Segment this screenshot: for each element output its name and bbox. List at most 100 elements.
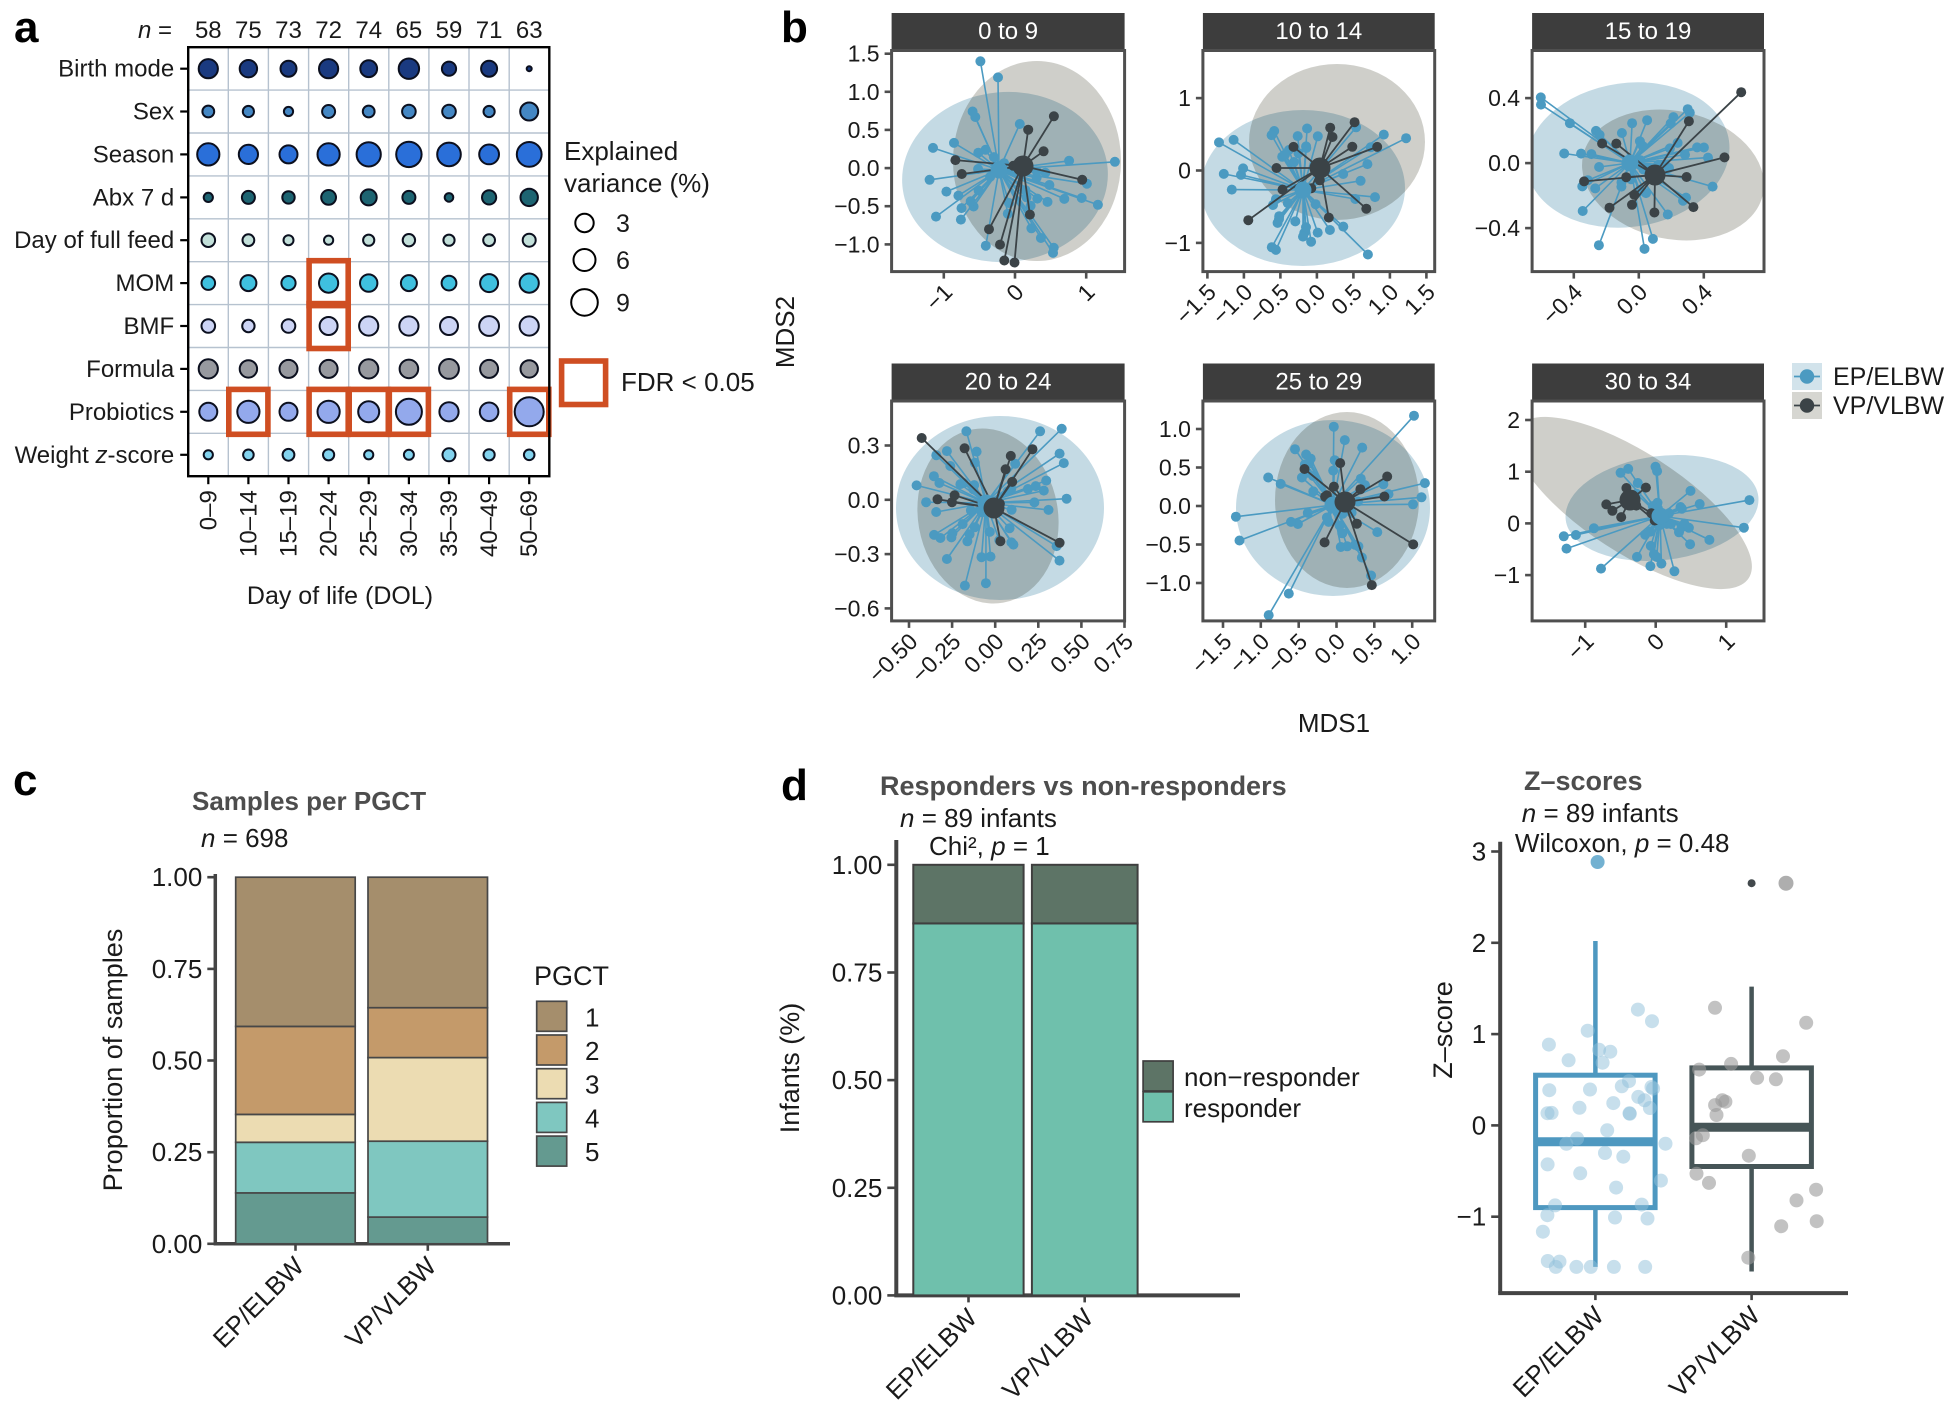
svg-text:Samples per PGCT: Samples per PGCT [192, 786, 426, 816]
svg-text:Weight z-score: Weight z-score [15, 442, 175, 469]
svg-text:74: 74 [355, 17, 382, 44]
svg-text:75: 75 [235, 17, 262, 44]
svg-text:c: c [13, 756, 37, 805]
svg-text:Infants (%): Infants (%) [775, 1003, 805, 1134]
svg-text:73: 73 [275, 17, 302, 44]
svg-text:20–24: 20–24 [316, 490, 343, 557]
svg-text:1: 1 [1178, 85, 1191, 111]
svg-text:63: 63 [516, 17, 543, 44]
svg-text:10 to 14: 10 to 14 [1275, 18, 1362, 45]
svg-text:0.5: 0.5 [848, 117, 880, 143]
svg-text:1.5: 1.5 [848, 41, 880, 67]
svg-text:0 to 9: 0 to 9 [978, 18, 1038, 45]
svg-text:6: 6 [616, 247, 630, 275]
svg-text:Wilcoxon, p = 0.48: Wilcoxon, p = 0.48 [1515, 828, 1730, 858]
svg-text:15 to 19: 15 to 19 [1605, 18, 1692, 45]
svg-text:PGCT: PGCT [534, 961, 609, 991]
svg-text:−1: −1 [1457, 1202, 1487, 1232]
svg-text:Season: Season [93, 141, 174, 168]
svg-text:−0.5: −0.5 [1145, 532, 1190, 558]
svg-text:0.3: 0.3 [848, 433, 880, 459]
svg-text:−1: −1 [1165, 230, 1191, 256]
svg-text:n = 89 infants: n = 89 infants [900, 803, 1057, 833]
svg-text:0.0: 0.0 [848, 155, 880, 181]
svg-text:1: 1 [1472, 1019, 1486, 1049]
svg-text:72: 72 [315, 17, 342, 44]
svg-text:Z–scores: Z–scores [1524, 766, 1643, 796]
svg-text:MDS1: MDS1 [1298, 708, 1370, 738]
svg-text:Z–score: Z–score [1428, 981, 1458, 1079]
svg-text:MOM: MOM [116, 270, 175, 297]
svg-text:Birth mode: Birth mode [58, 56, 174, 83]
svg-text:3: 3 [1472, 837, 1486, 867]
svg-text:35–39: 35–39 [436, 490, 463, 557]
svg-text:Day of full feed: Day of full feed [14, 227, 174, 254]
svg-text:VP/VLBW: VP/VLBW [1833, 392, 1945, 420]
svg-text:−0.6: −0.6 [834, 595, 879, 621]
svg-text:0.5: 0.5 [1159, 455, 1191, 481]
svg-text:0.0: 0.0 [1488, 150, 1520, 176]
svg-text:1.00: 1.00 [152, 862, 203, 892]
svg-text:−0.3: −0.3 [834, 541, 879, 567]
svg-text:Chi², p = 1: Chi², p = 1 [929, 831, 1050, 861]
svg-text:FDR < 0.05: FDR < 0.05 [621, 367, 755, 397]
svg-text:0: 0 [1472, 1110, 1486, 1140]
svg-text:25 to 29: 25 to 29 [1275, 369, 1362, 396]
svg-text:30 to 34: 30 to 34 [1605, 369, 1692, 396]
svg-text:−1.0: −1.0 [1145, 570, 1190, 596]
svg-text:BMF: BMF [124, 313, 175, 340]
svg-text:Sex: Sex [133, 99, 174, 126]
svg-text:n =: n = [138, 17, 172, 44]
svg-text:0.75: 0.75 [832, 958, 883, 988]
svg-text:b: b [781, 3, 808, 52]
svg-text:1.0: 1.0 [848, 79, 880, 105]
svg-text:3: 3 [585, 1070, 599, 1100]
svg-text:15–19: 15–19 [276, 490, 303, 557]
svg-text:0.00: 0.00 [832, 1280, 883, 1310]
svg-text:n = 698: n = 698 [201, 823, 288, 853]
svg-text:50–69: 50–69 [516, 490, 543, 557]
svg-text:Formula: Formula [86, 356, 175, 383]
svg-text:n = 89 infants: n = 89 infants [1522, 798, 1679, 828]
svg-text:a: a [14, 3, 39, 52]
svg-text:10–14: 10–14 [235, 490, 262, 557]
svg-text:non−responder: non−responder [1184, 1062, 1360, 1092]
svg-text:71: 71 [476, 17, 503, 44]
svg-text:Proportion of samples: Proportion of samples [98, 929, 128, 1192]
svg-text:−0.5: −0.5 [834, 193, 879, 219]
svg-text:Probiotics: Probiotics [69, 399, 174, 426]
svg-text:25–29: 25–29 [356, 490, 383, 557]
svg-text:0.4: 0.4 [1488, 85, 1520, 111]
svg-text:Abx 7 d: Abx 7 d [93, 184, 174, 211]
svg-text:MDS2: MDS2 [770, 296, 800, 368]
svg-text:−1.0: −1.0 [834, 231, 879, 257]
svg-text:58: 58 [195, 17, 222, 44]
svg-text:0.75: 0.75 [152, 954, 203, 984]
svg-text:d: d [781, 761, 808, 810]
svg-text:2: 2 [1507, 407, 1520, 433]
svg-text:0: 0 [1507, 510, 1520, 536]
svg-text:0–9: 0–9 [195, 490, 222, 530]
svg-text:1.0: 1.0 [1159, 416, 1191, 442]
svg-text:1: 1 [1507, 459, 1520, 485]
svg-text:2: 2 [1472, 928, 1486, 958]
svg-text:0.25: 0.25 [832, 1173, 883, 1203]
svg-text:Responders vs non-responders: Responders vs non-responders [880, 771, 1287, 801]
svg-text:0.0: 0.0 [1159, 493, 1191, 519]
svg-text:3: 3 [616, 210, 630, 238]
svg-text:−1: −1 [1494, 562, 1520, 588]
svg-text:1.00: 1.00 [832, 850, 883, 880]
svg-text:20 to 24: 20 to 24 [965, 369, 1052, 396]
svg-text:0.25: 0.25 [152, 1137, 203, 1167]
svg-text:0.50: 0.50 [832, 1065, 883, 1095]
svg-text:9: 9 [616, 289, 630, 317]
svg-text:0: 0 [1178, 158, 1191, 184]
svg-text:Explained: Explained [564, 136, 678, 166]
svg-text:Day of life (DOL): Day of life (DOL) [247, 582, 433, 610]
svg-text:responder: responder [1184, 1093, 1301, 1123]
svg-text:EP/ELBW: EP/ELBW [1833, 363, 1945, 391]
svg-text:1: 1 [585, 1002, 599, 1032]
svg-text:59: 59 [436, 17, 463, 44]
svg-text:variance (%): variance (%) [564, 168, 710, 198]
svg-text:0.0: 0.0 [848, 487, 880, 513]
